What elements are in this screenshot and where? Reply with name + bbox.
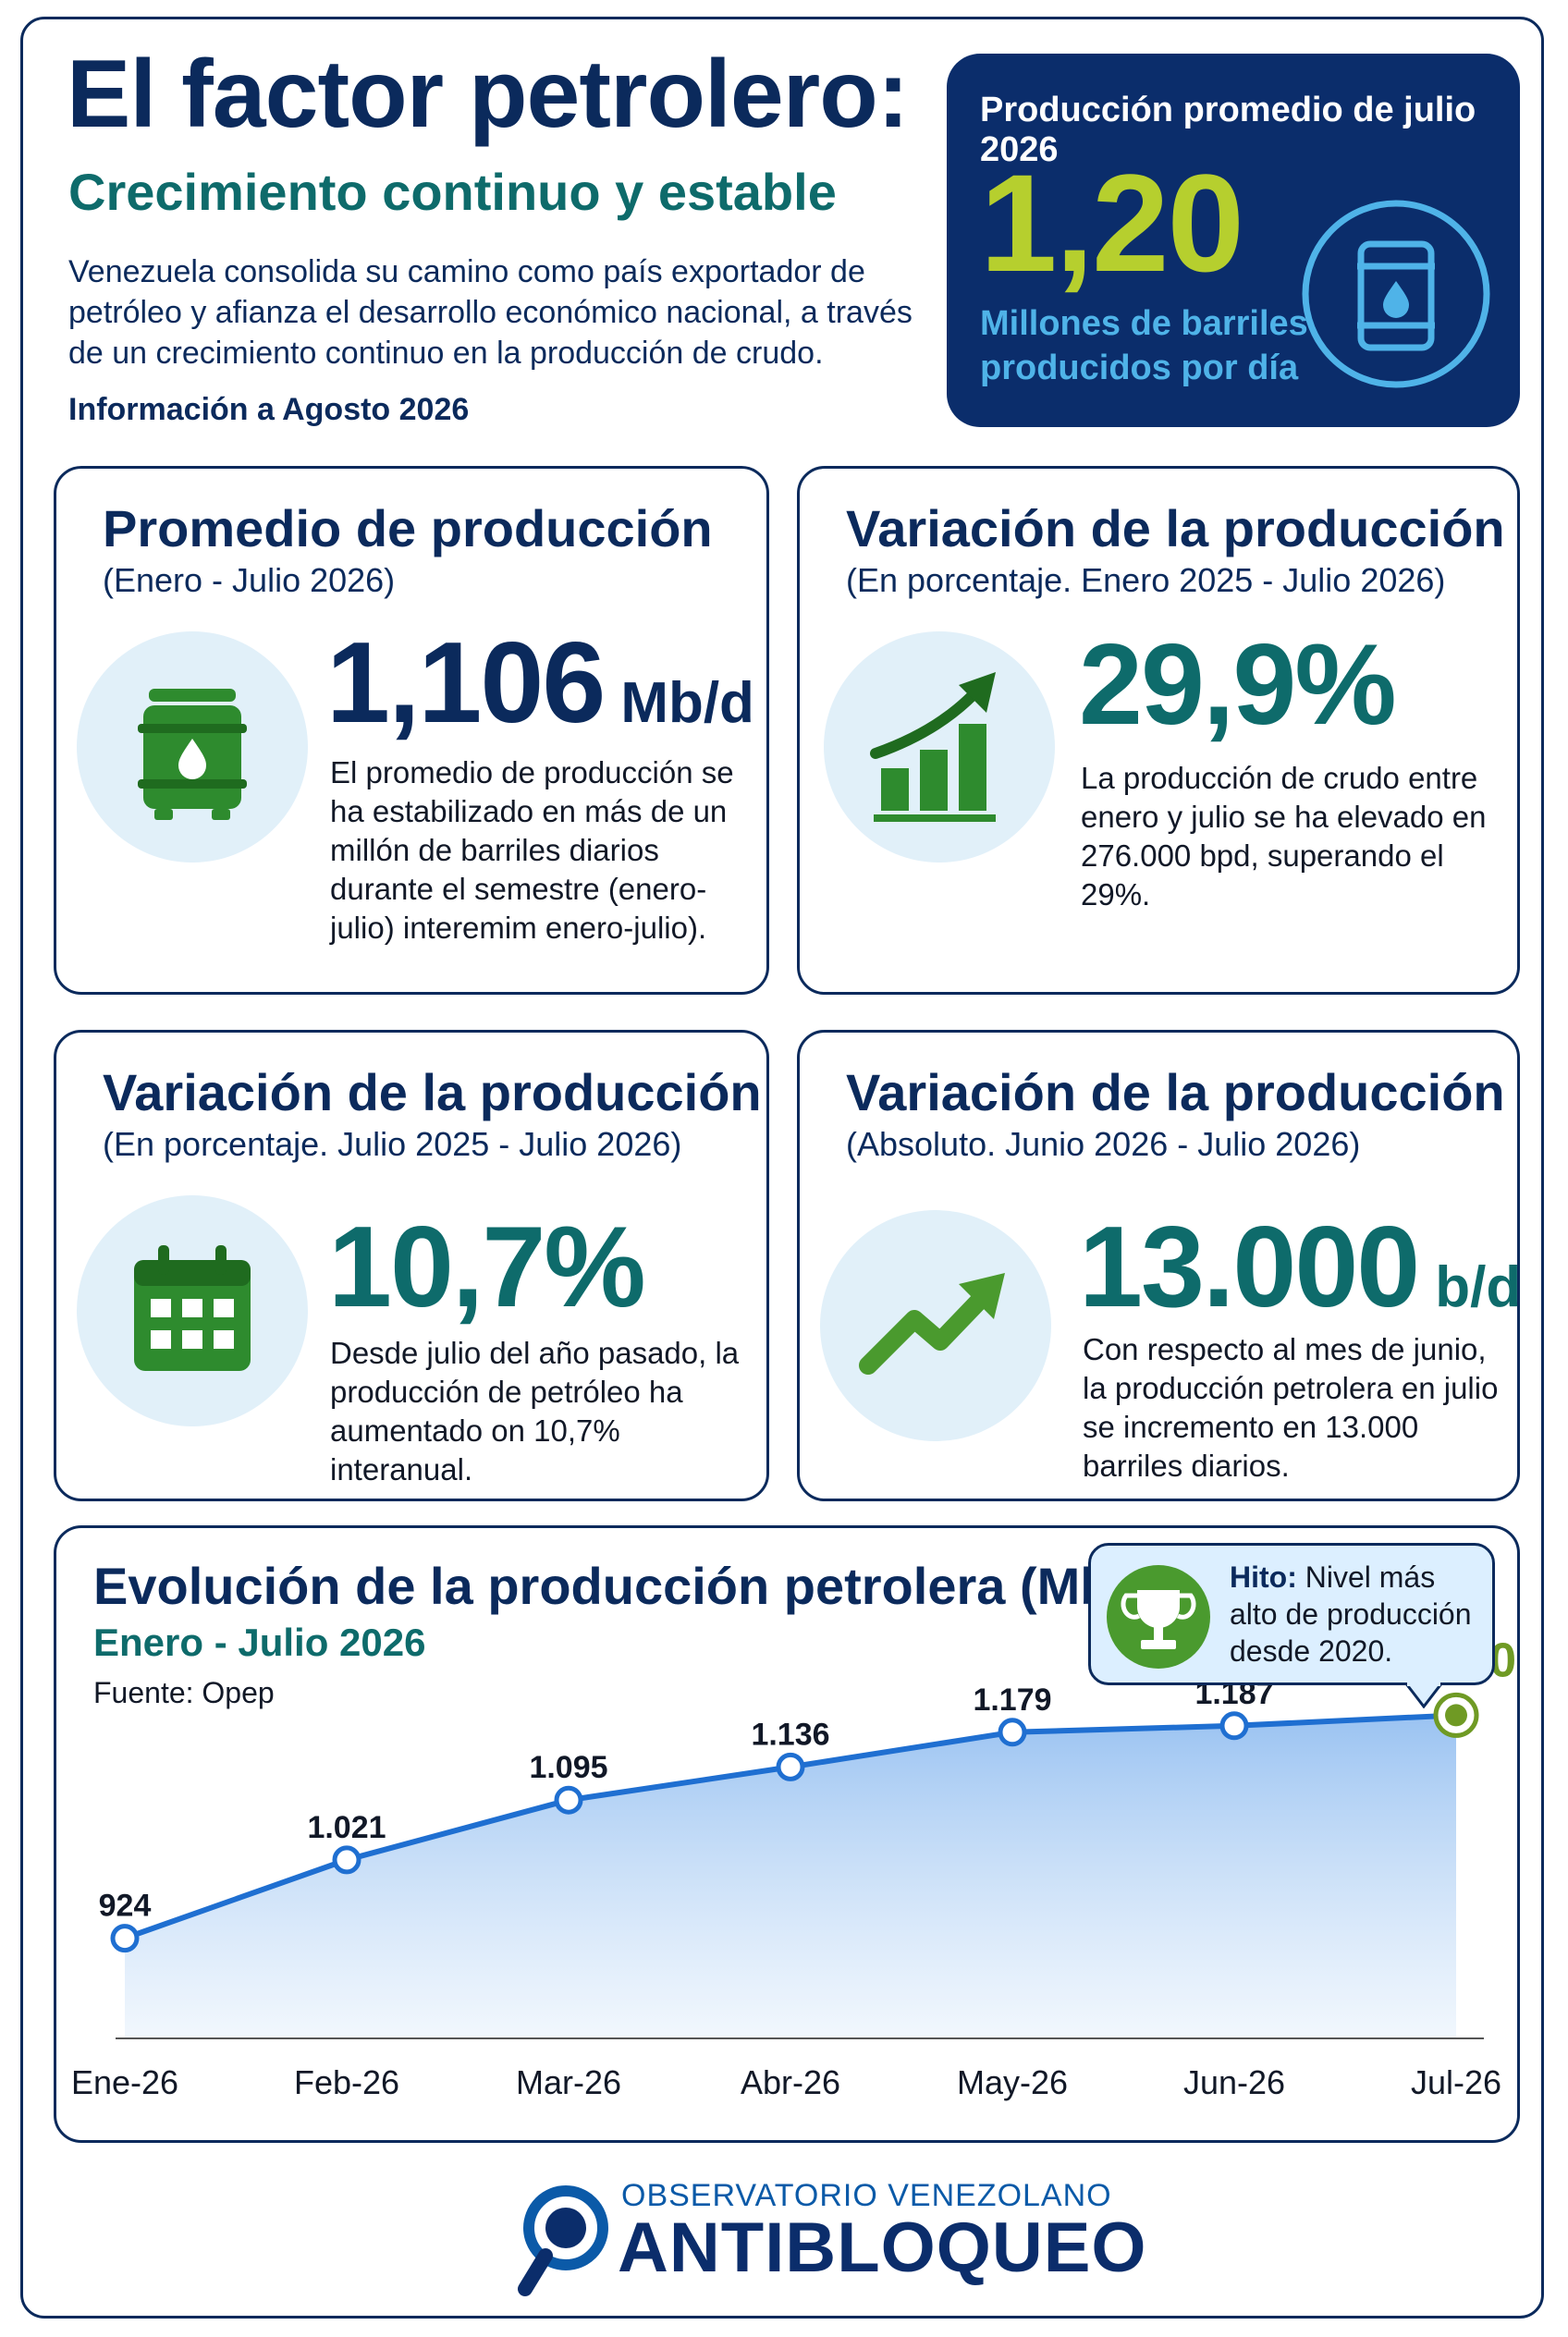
chart-point [1445,1704,1467,1727]
hero-value: 1,20 [980,145,1244,300]
milestone-callout: Hito: Nivel más alto de producción desde… [1088,1543,1495,1708]
chart-x-tick-label: Feb-26 [294,2063,399,2101]
hero-label: Producción promedio de julio 2026 [980,91,1476,169]
card-value-number: 1,106 [326,619,606,747]
callout-label: Hito: [1230,1560,1297,1594]
chart-data-label: 1.021 [307,1810,386,1845]
chart-point [998,1718,1027,1747]
icon-circle [820,1210,1051,1441]
footer-org-line1: OBSERVATORIO VENEZOLANO [621,2178,1112,2213]
icon-circle [77,1195,308,1426]
bar-chart-growth-icon [870,672,996,822]
trophy-icon [1107,1565,1210,1669]
page-subtitle: Crecimiento continuo y estable [68,163,837,221]
magnifier-logo-icon [518,2185,608,2296]
card-value-number: 10,7% [328,1204,646,1331]
trend-up-arrow-icon [859,1273,1005,1375]
callout-body: Nivel más alto de producción desde 2020. [1230,1560,1472,1668]
chart-title: Evolución de la producción petrolera (Mb… [93,1557,1175,1615]
chart-card: 924 Ene-26 1.021 Feb-26 1.095 Mar-26 1.136 Abr-… [54,1525,1520,2143]
card-description: Con respecto al mes de junio, la producc… [1083,1332,1499,1483]
card-value: 10,7% [328,1210,661,1325]
page-title: El factor petrolero: [67,41,909,148]
chart-data-label: 924 [99,1889,152,1924]
chart-x-tick-label: Ene-26 [71,2063,178,2101]
card-subtitle: (En porcentaje. Julio 2025 - Julio 2026) [103,1125,682,1163]
chart-point [332,1845,361,1875]
card-average-production: Promedio de producción (Enero - Julio 20… [54,466,769,995]
card-variation-yoy: Variación de la producción (En porcentaj… [54,1030,769,1501]
hero-unit: Millones de barriles producidos por día [980,304,1308,387]
chart-x-tick-label: Jul-26 [1411,2063,1501,2101]
intro-text: Venezuela consolida su camino como país … [68,254,913,371]
oil-barrel-icon [1302,200,1490,388]
chart-data-label: 1.179 [973,1682,1051,1718]
chart-x-tick-label: May-26 [957,2063,1068,2101]
chart-point [554,1785,583,1815]
card-value: 1,106 Mb/d [326,626,754,740]
chart-point [776,1752,805,1781]
card-subtitle: (Enero - Julio 2026) [103,561,396,599]
chart-point [1219,1711,1249,1741]
icon-circle [77,631,308,863]
card-variation-monthly: Variación de la producción (Absoluto. Ju… [797,1030,1521,1501]
footer-org-line2: ANTIBLOQUEO [618,2209,1147,2287]
card-description: La producción de crudo entre enero y jul… [1081,761,1487,912]
card-value: 29,9% [1079,628,1412,742]
card-description: El promedio de producción se ha estabili… [330,755,734,945]
chart-subtitle: Enero - Julio 2026 [93,1621,426,1664]
chart-x-tick-label: Jun-26 [1183,2063,1285,2101]
chart-area [125,1715,1456,2038]
card-description: Desde julio del año pasado, la producció… [330,1336,740,1487]
card-title: Promedio de producción [103,499,713,557]
calendar-icon [134,1245,251,1371]
oil-barrel-icon [138,689,247,820]
chart-point [110,1924,140,1953]
card-title: Variación de la producción [846,1063,1505,1121]
card-value: 13.000 b/d [1079,1210,1521,1325]
chart-x-tick-label: Abr-26 [741,2063,840,2101]
chart-data-label: 1.136 [751,1717,829,1752]
page-frame [20,17,1544,2319]
production-chart: 924 Ene-26 1.021 Feb-26 1.095 Mar-26 1.136 Abr-… [71,1633,1516,2101]
icon-circle [824,631,1055,863]
card-subtitle: (Absoluto. Junio 2026 - Julio 2026) [846,1125,1361,1163]
card-variation-jan-jul: Variación de la producción (En porcentaj… [797,466,1520,995]
chart-source: Fuente: Opep [93,1676,275,1709]
card-title: Variación de la producción [846,499,1505,557]
callout-pointer [1405,1682,1442,1708]
footer-logo: OBSERVATORIO VENEZOLANO ANTIBLOQUEO [514,2169,1146,2298]
callout-text: Hito: Nivel más alto de producción desde… [1230,1559,1488,1670]
card-title: Variación de la producción [103,1063,762,1121]
hero-panel: Producción promedio de julio 2026 1,20 M… [947,54,1520,427]
card-value-unit: Mb/d [620,671,754,735]
card-value-number: 29,9% [1079,621,1397,749]
chart-data-label: 1.095 [529,1750,607,1785]
card-value-unit: b/d [1435,1255,1522,1319]
info-date: Información a Agosto 2026 [68,392,470,427]
chart-x-tick-label: Mar-26 [516,2063,621,2101]
card-value-number: 13.000 [1079,1204,1420,1331]
card-subtitle: (En porcentaje. Enero 2025 - Julio 2026) [846,561,1446,599]
